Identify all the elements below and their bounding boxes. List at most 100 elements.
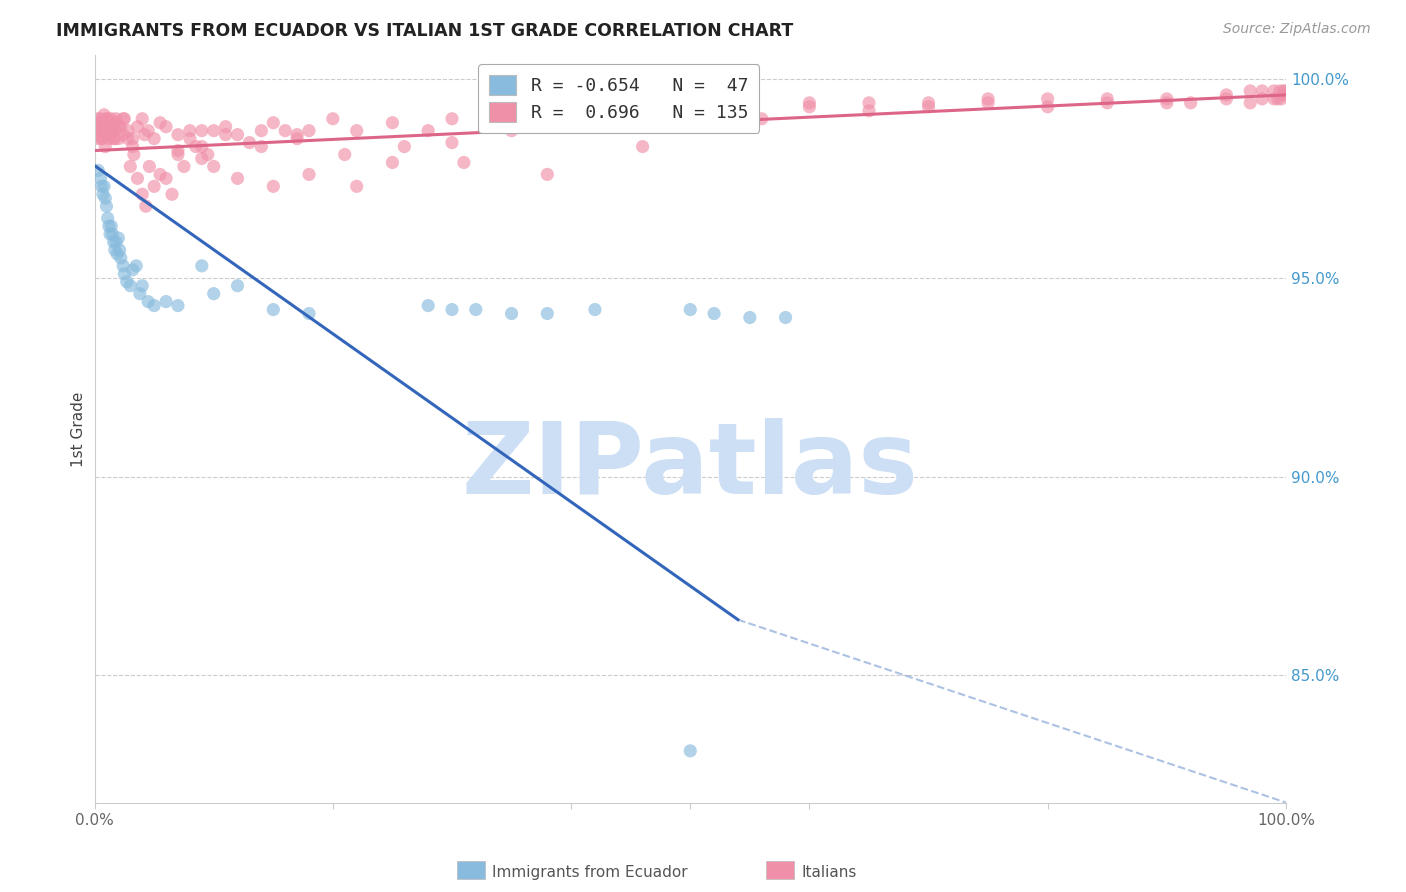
Point [104, 120, 127, 134]
Point [202, 160, 225, 174]
Point [191, 152, 214, 166]
Text: Source: ZipAtlas.com: Source: ZipAtlas.com [1223, 22, 1371, 37]
Point [149, 168, 172, 182]
Point [91, 123, 114, 137]
Point [179, 131, 201, 145]
Point [107, 131, 129, 145]
Text: Immigrants from Ecuador: Immigrants from Ecuador [492, 865, 688, 880]
Point [143, 131, 166, 145]
Point [97, 123, 120, 137]
Point [262, 302, 284, 317]
Point [858, 95, 880, 110]
Point [155, 294, 177, 309]
Point [179, 123, 201, 137]
Point [94, 120, 117, 134]
Point [131, 112, 153, 126]
Point [143, 299, 166, 313]
Point [285, 128, 308, 142]
Point [1239, 84, 1261, 98]
Legend: R = -0.654   N =  47, R =  0.696   N = 135: R = -0.654 N = 47, R = 0.696 N = 135 [478, 64, 759, 133]
Point [679, 744, 702, 758]
Point [703, 307, 725, 321]
Point [738, 310, 761, 325]
Point [440, 136, 463, 150]
Point [191, 139, 214, 153]
Point [1215, 87, 1237, 102]
Point [96, 112, 118, 126]
Point [97, 112, 120, 126]
Point [94, 191, 117, 205]
Point [1156, 95, 1178, 110]
Point [155, 171, 177, 186]
Point [1275, 87, 1298, 102]
Point [440, 112, 463, 126]
Point [917, 95, 939, 110]
Point [90, 112, 112, 126]
Point [91, 187, 114, 202]
Point [202, 123, 225, 137]
Point [90, 179, 112, 194]
Point [1263, 92, 1285, 106]
Point [440, 302, 463, 317]
Point [120, 278, 142, 293]
Point [160, 187, 183, 202]
Point [93, 179, 115, 194]
Point [90, 131, 112, 145]
Point [1097, 92, 1119, 106]
Point [131, 187, 153, 202]
Point [131, 278, 153, 293]
Point [560, 112, 582, 126]
Point [167, 299, 190, 313]
Point [536, 168, 558, 182]
Point [112, 267, 135, 281]
Point [512, 120, 534, 134]
Point [464, 302, 486, 317]
Point [90, 131, 112, 145]
Point [127, 171, 149, 186]
Point [100, 219, 122, 233]
Point [799, 95, 821, 110]
Point [117, 123, 139, 137]
Point [136, 294, 159, 309]
Point [115, 275, 138, 289]
Point [751, 112, 773, 126]
Point [1270, 92, 1292, 106]
Point [250, 123, 273, 137]
Point [167, 147, 190, 161]
Text: ZIPatlas: ZIPatlas [461, 417, 918, 515]
Point [631, 108, 654, 122]
Point [1097, 95, 1119, 110]
Point [84, 116, 107, 130]
Point [977, 92, 1000, 106]
Point [105, 116, 128, 130]
Point [226, 278, 249, 293]
Point [90, 128, 112, 142]
Point [560, 112, 582, 126]
Point [1275, 84, 1298, 98]
Point [775, 310, 797, 325]
Point [1215, 92, 1237, 106]
Point [184, 139, 207, 153]
Point [110, 120, 132, 134]
Point [917, 100, 939, 114]
Point [112, 259, 135, 273]
Point [274, 123, 297, 137]
Point [97, 219, 120, 233]
Point [87, 131, 110, 145]
Point [104, 131, 127, 145]
Point [1180, 95, 1202, 110]
Point [107, 231, 129, 245]
Point [143, 179, 166, 194]
Point [155, 120, 177, 134]
Point [250, 139, 273, 153]
Point [262, 179, 284, 194]
Y-axis label: 1st Grade: 1st Grade [72, 392, 86, 467]
Point [858, 103, 880, 118]
Point [96, 199, 118, 213]
Point [90, 171, 112, 186]
Point [191, 259, 214, 273]
Point [138, 160, 160, 174]
Point [738, 103, 761, 118]
Point [173, 160, 195, 174]
Point [738, 95, 761, 110]
